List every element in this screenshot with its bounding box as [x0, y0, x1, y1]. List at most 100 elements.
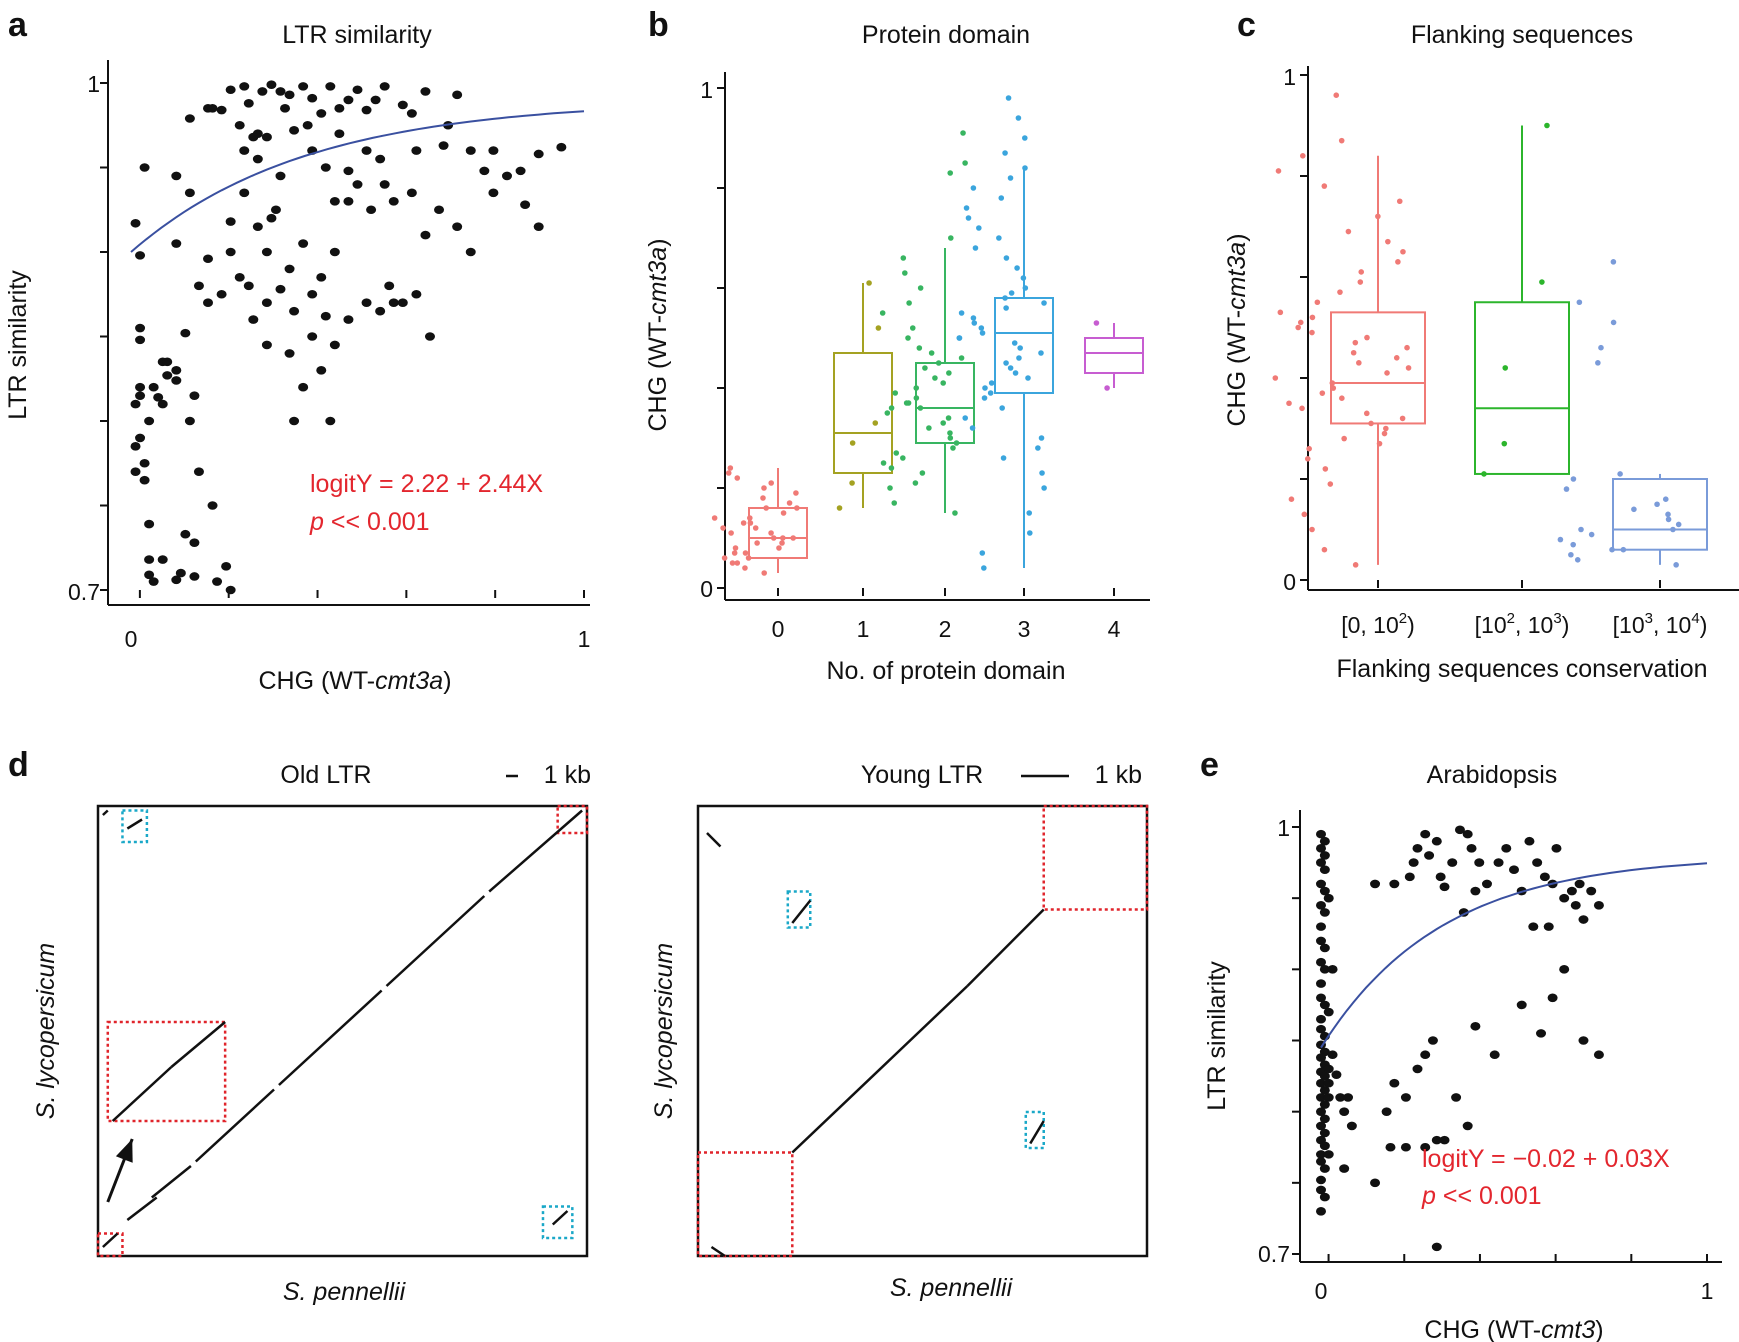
box-point [1309, 526, 1315, 533]
data-point [171, 376, 182, 385]
box-point [1675, 521, 1682, 528]
data-point [298, 382, 309, 392]
data-point [1316, 993, 1326, 1003]
panel-c-xtick-1: [102, 103) [1475, 610, 1570, 638]
box-point [1610, 319, 1617, 326]
box-point [892, 390, 899, 396]
data-point [1316, 858, 1326, 867]
data-point [1346, 1121, 1357, 1131]
box-point [1544, 122, 1550, 129]
data-point [334, 104, 345, 113]
box-point [982, 385, 988, 391]
box-point [1275, 168, 1282, 174]
data-point [144, 555, 155, 564]
inset-segment [111, 1066, 173, 1122]
data-point [153, 393, 164, 402]
data-point [388, 197, 399, 206]
box-point [734, 475, 741, 481]
data-point [1547, 993, 1558, 1003]
data-point [225, 217, 236, 226]
box-point [1578, 526, 1584, 533]
data-point [452, 90, 463, 100]
panel-e: e Arabidopsis 0.7 1 0 1 CHG (WT-cmt3) LT… [1200, 746, 1722, 1342]
data-point [1536, 1029, 1547, 1038]
box-point [745, 555, 752, 561]
box-point [1502, 365, 1509, 371]
box-point [1363, 410, 1370, 417]
data-point [130, 399, 141, 409]
data-point [361, 146, 372, 155]
box-point [905, 400, 912, 406]
box-point [979, 550, 986, 556]
data-point [139, 475, 150, 485]
data-point [479, 166, 490, 176]
data-point [361, 105, 372, 115]
panel-d-left-frame [96, 804, 589, 1258]
data-point [452, 222, 463, 231]
box-point [752, 525, 759, 531]
data-point [1447, 858, 1458, 867]
box-point [1337, 289, 1343, 295]
box-point [996, 235, 1002, 241]
data-point [1462, 1121, 1473, 1131]
data-point [1470, 886, 1481, 896]
data-point [1316, 1024, 1326, 1034]
data-point [203, 298, 214, 308]
data-point [361, 298, 372, 308]
box-point [1358, 269, 1365, 275]
data-point [556, 142, 567, 152]
box-point [940, 380, 947, 386]
box-point [1309, 314, 1316, 321]
box-point [891, 500, 898, 506]
data-point [1370, 879, 1381, 889]
box-point [988, 380, 995, 386]
box-point [922, 365, 928, 371]
panel-d-right-y-label: S. lycopersicum [650, 943, 678, 1119]
data-point [1528, 922, 1539, 931]
box-point [1665, 516, 1672, 523]
panel-a-ytick-high: 1 [87, 71, 100, 97]
data-point [1316, 1093, 1326, 1102]
box-point [888, 465, 895, 471]
data-point [1339, 1107, 1350, 1116]
box-point [1481, 471, 1487, 477]
box-point [1022, 135, 1028, 141]
data-point [533, 149, 544, 159]
box-point [916, 345, 923, 351]
box-point [1333, 92, 1340, 98]
data-point [1439, 882, 1450, 892]
box-point [1352, 562, 1359, 568]
box-point [902, 270, 908, 276]
panel-b-ytick-low: 0 [700, 576, 713, 602]
data-point [1509, 865, 1519, 874]
box-point [932, 375, 938, 381]
box-point [1405, 365, 1412, 371]
box-point [965, 215, 972, 221]
box-point [790, 535, 796, 541]
box-point [1598, 344, 1604, 351]
box-point [956, 335, 963, 341]
blue-dotted-box [1024, 1110, 1045, 1150]
box-point [1570, 476, 1577, 482]
data-point [1319, 965, 1330, 974]
box-point [981, 395, 988, 401]
data-point [406, 188, 417, 198]
data-point [1454, 825, 1465, 835]
data-point [1524, 836, 1535, 846]
box-point [1003, 360, 1009, 366]
alignment-segment [102, 1232, 119, 1248]
data-point [316, 109, 327, 118]
data-point [1559, 893, 1570, 903]
data-point [1323, 1078, 1334, 1088]
data-point [1501, 844, 1512, 853]
panel-d-left-title: Old LTR [280, 761, 371, 789]
data-point [270, 205, 281, 215]
data-point [1489, 1050, 1500, 1060]
box-point [1588, 531, 1595, 538]
box-point [893, 450, 900, 456]
box-point [1673, 562, 1679, 568]
box-point [947, 235, 954, 241]
box-point [962, 415, 969, 421]
panel-e-pvalue: p << 0.001 [1421, 1182, 1542, 1210]
data-point [1316, 1150, 1326, 1159]
